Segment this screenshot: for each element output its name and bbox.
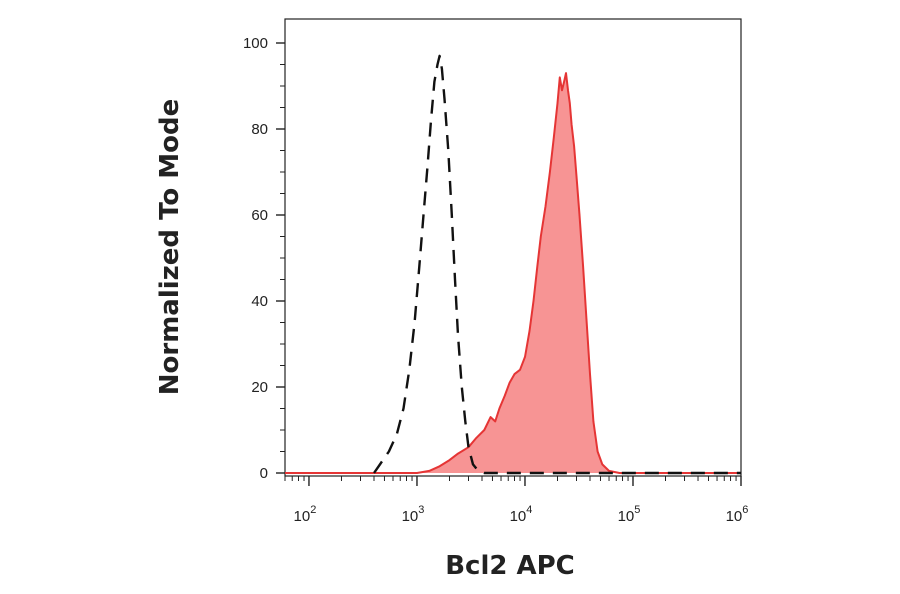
x-axis-title: Bcl2 APC	[445, 551, 575, 581]
x-tick-label: 105	[618, 504, 641, 525]
y-tick-label: 0	[260, 465, 268, 482]
x-tick-label: 104	[510, 504, 533, 525]
y-tick-label: 40	[251, 293, 268, 310]
x-axis: 102 103 104 105 106	[284, 476, 749, 525]
y-tick-label: 100	[243, 35, 268, 52]
x-tick-label: 103	[402, 504, 425, 525]
x-tick-label: 106	[726, 504, 749, 525]
y-tick-label: 20	[251, 379, 268, 396]
plot-frame	[284, 18, 742, 477]
y-tick-label: 80	[251, 121, 268, 138]
plot-area	[284, 18, 742, 477]
y-axis-title: Normalized To Mode	[155, 99, 185, 396]
series-dashed-line	[373, 54, 741, 475]
y-axis: 0 20 40 60 80 100	[243, 35, 285, 482]
series-layer	[285, 54, 741, 475]
series-filled-area	[285, 73, 741, 473]
y-tick-label: 60	[251, 207, 268, 224]
series-filled-outline	[285, 72, 741, 474]
x-tick-label: 102	[294, 504, 317, 525]
